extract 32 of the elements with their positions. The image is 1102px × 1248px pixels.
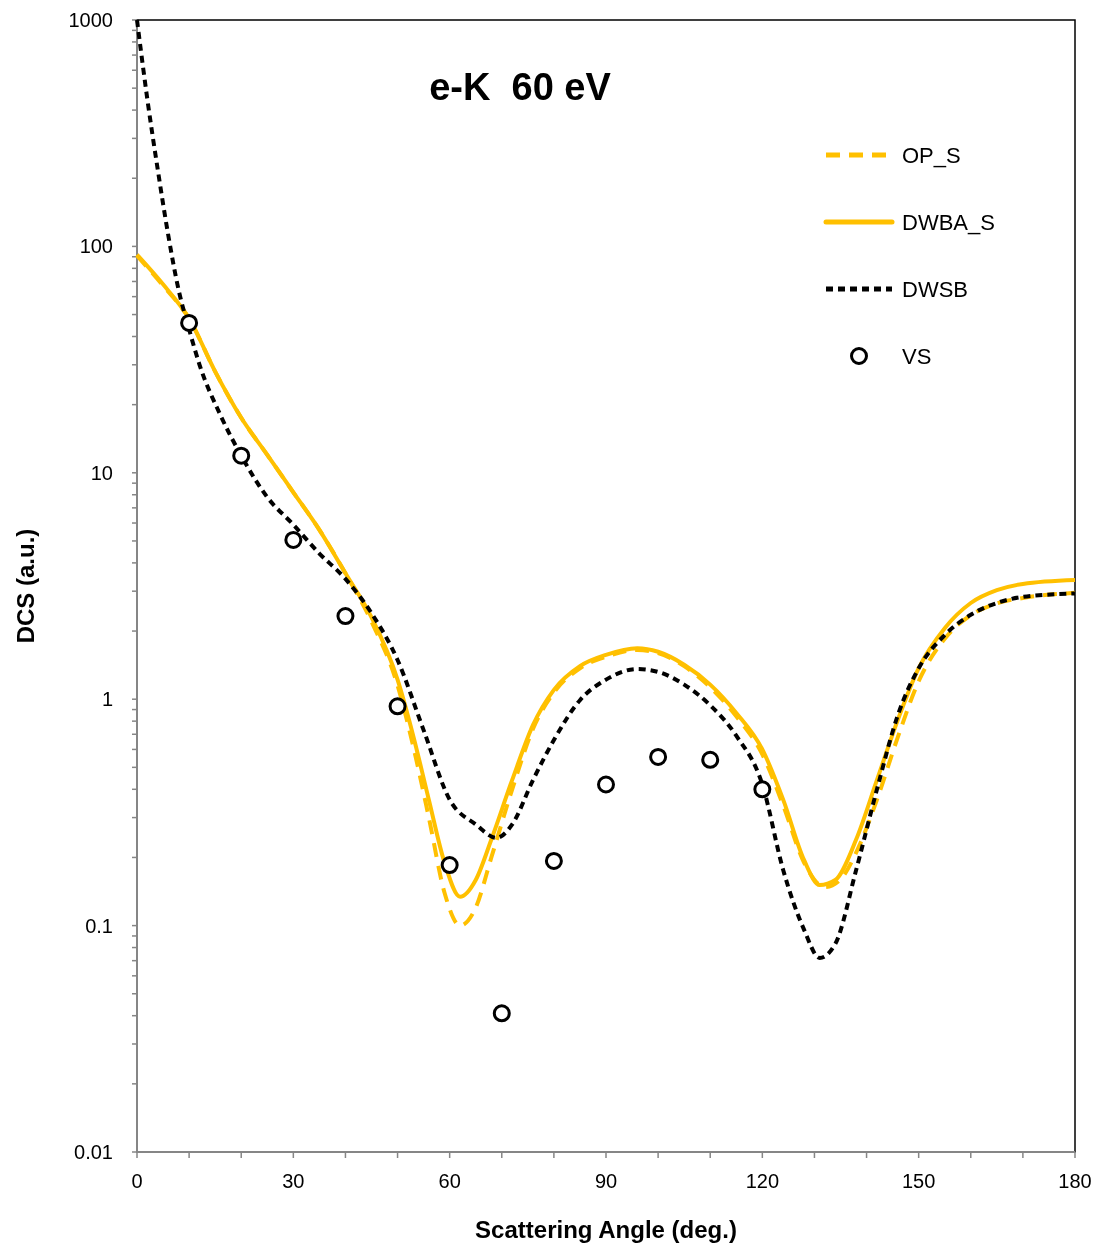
point xyxy=(440,856,459,875)
x-tick-label: 60 xyxy=(438,1170,461,1192)
legend-label: VS xyxy=(902,343,932,369)
point xyxy=(753,780,772,799)
point xyxy=(284,530,303,549)
x-tick-label: 180 xyxy=(1058,1170,1092,1192)
legend-label: DWBA_S xyxy=(902,209,995,235)
point xyxy=(388,697,407,716)
point xyxy=(232,446,251,465)
legend-label: OP_S xyxy=(902,142,961,168)
x-tick-label: 90 xyxy=(594,1170,618,1192)
point xyxy=(180,313,199,332)
x-tick-label: 120 xyxy=(745,1170,780,1192)
x-tick-label: 30 xyxy=(282,1170,305,1192)
point xyxy=(492,1004,511,1023)
y-tick-label: 0.01 xyxy=(74,1141,113,1163)
y-tick-label: 0.1 xyxy=(85,914,113,937)
y-tick-label: 1 xyxy=(101,688,113,711)
point xyxy=(701,750,720,769)
legend-label: DWSB xyxy=(902,276,968,302)
y-tick-label: 10 xyxy=(90,461,113,484)
x-axis-title: Scattering Angle (deg.) xyxy=(475,1216,737,1243)
y-tick-label: 1000 xyxy=(68,9,113,31)
x-tick-label: 150 xyxy=(901,1170,936,1192)
x-tick-label: 0 xyxy=(131,1170,143,1192)
point xyxy=(597,775,615,794)
point xyxy=(336,607,355,626)
y-tick-label: 100 xyxy=(79,235,113,258)
y-axis-title: DCS (a.u.) xyxy=(12,528,39,644)
point xyxy=(649,747,668,766)
text: e-K 60 eV xyxy=(429,66,612,108)
point xyxy=(544,851,563,870)
